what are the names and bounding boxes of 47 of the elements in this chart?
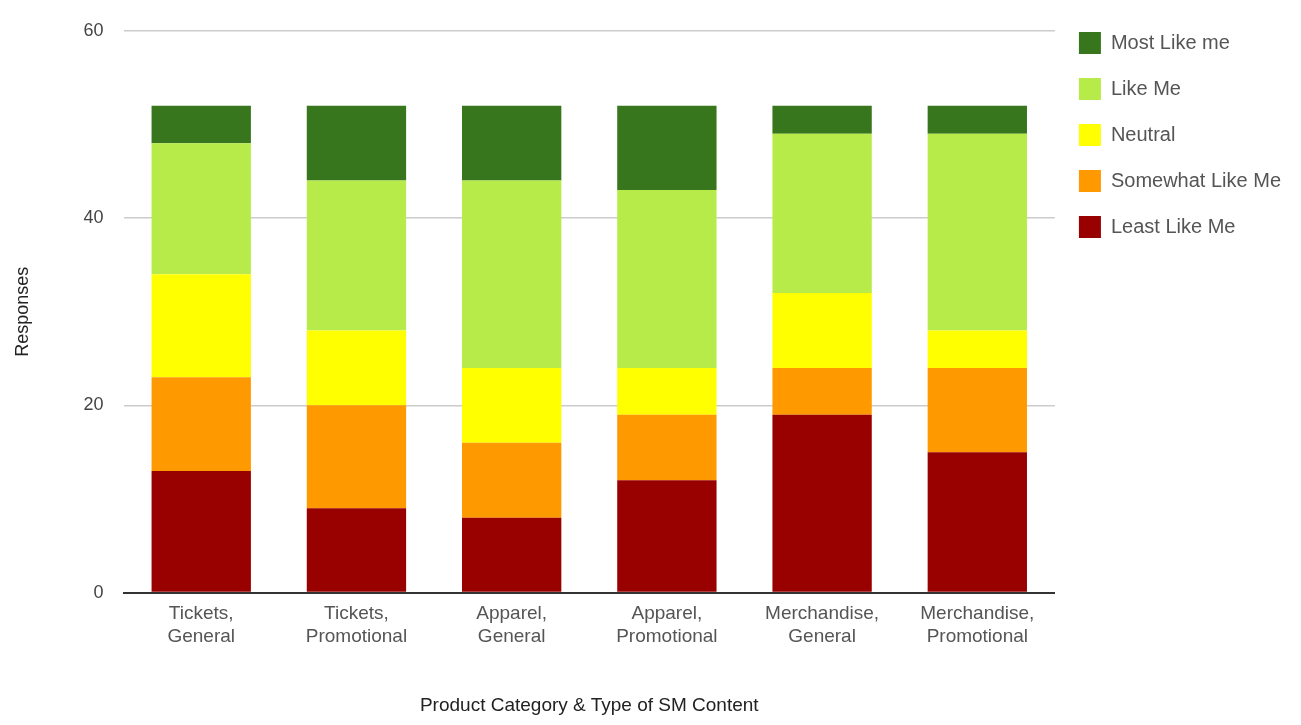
x-tick-label: Merchandise, Promotional (920, 602, 1035, 647)
bar (927, 105, 1027, 134)
bar (461, 442, 562, 518)
bar (772, 105, 872, 134)
legend-label: Most Like me (1110, 30, 1230, 53)
bar (151, 105, 251, 144)
bar (772, 367, 872, 415)
bar (306, 180, 407, 331)
bar (617, 367, 717, 415)
bar (151, 143, 251, 275)
x-tick-label: Tickets, General (167, 602, 236, 647)
y-tick-label: 40 (83, 207, 104, 228)
x-tick-label: Tickets, Promotional (305, 602, 408, 647)
bar (617, 105, 717, 190)
x-axis-title: Product Category & Type of SM Content (419, 693, 760, 715)
y-tick-label: 60 (83, 19, 104, 40)
y-tick-label: 20 (83, 394, 104, 415)
bar (306, 405, 407, 509)
bar (306, 105, 407, 181)
legend-label: Somewhat Like Me (1110, 168, 1281, 191)
bar (927, 133, 1027, 331)
bar (617, 189, 717, 368)
x-tick-label: Apparel, Promotional (616, 602, 718, 647)
bar (151, 274, 251, 378)
legend-label: Like Me (1110, 76, 1181, 99)
bar (306, 330, 407, 406)
bar (461, 367, 562, 443)
bar (927, 452, 1027, 592)
bar (617, 480, 717, 592)
x-tick-label: Apparel, General (476, 602, 548, 647)
bar (306, 508, 407, 592)
y-axis-title: Responses (11, 266, 32, 357)
bar (927, 330, 1027, 368)
bar (772, 414, 872, 592)
x-tick-label: Merchandise, General (765, 602, 880, 647)
legend-label: Neutral (1110, 122, 1176, 145)
bar (461, 180, 562, 368)
bar (151, 377, 251, 471)
legend-label: Least Like Me (1110, 214, 1236, 237)
bar (461, 105, 562, 181)
bar (617, 414, 717, 481)
bar (461, 517, 562, 592)
bar (772, 133, 872, 293)
bar (772, 292, 872, 368)
bar (151, 470, 251, 592)
y-tick-label: 0 (93, 581, 104, 602)
bar (927, 367, 1027, 453)
